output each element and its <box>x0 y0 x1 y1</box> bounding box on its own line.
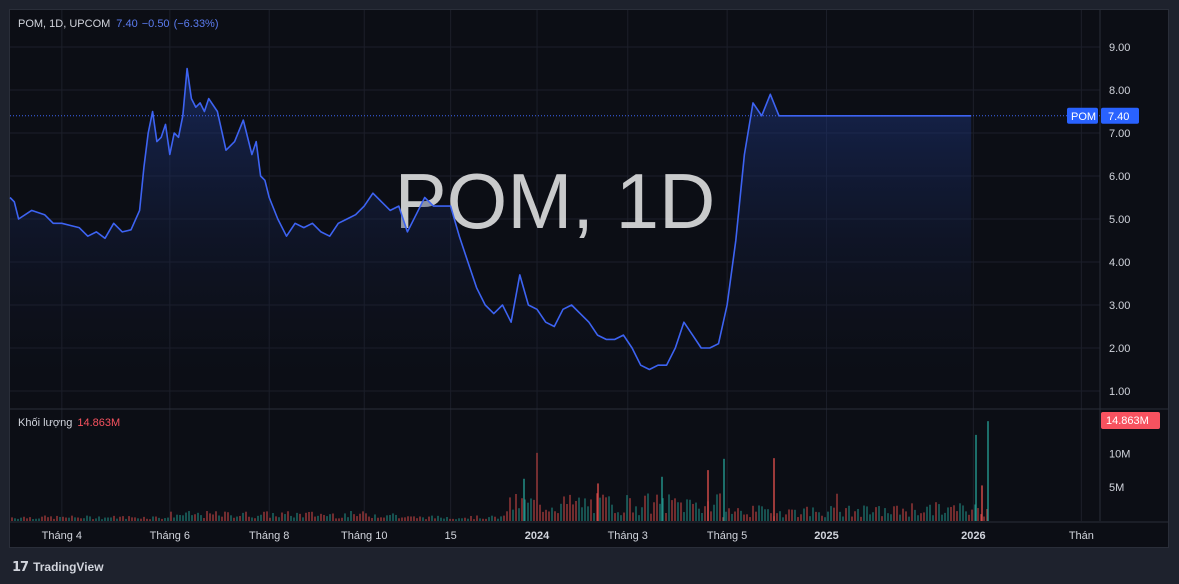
price-tick-label: 4.00 <box>1109 257 1130 269</box>
tradingview-logo-icon: 𝟭𝟳 <box>12 559 29 574</box>
price-area <box>10 68 972 408</box>
symbol-info[interactable]: POM, 1D, UPCOM <box>18 18 111 30</box>
time-tick-label: 15 <box>445 530 457 542</box>
price-tick-label: 8.00 <box>1109 85 1130 97</box>
time-tick-label: Tháng 4 <box>42 530 82 542</box>
volume-legend: Khối lượng 14.863M <box>18 417 120 429</box>
time-tick-label: Tháng 10 <box>341 530 387 542</box>
price-tick-label: 9.00 <box>1109 42 1130 54</box>
price-change: −0.50 <box>141 18 170 30</box>
volume-value: 14.863M <box>77 417 121 429</box>
tradingview-brand[interactable]: 𝟭𝟳 TradingView <box>12 559 104 575</box>
volume-tick-label: 10M <box>1109 449 1130 461</box>
volume-tag <box>1101 412 1160 429</box>
price-line <box>9 67 972 371</box>
time-tick-label: Tháng 5 <box>707 530 747 542</box>
time-tick-label: Tháng 3 <box>608 530 648 542</box>
last-price: 7.40 <box>116 18 138 30</box>
price-tick-label: 7.00 <box>1109 128 1130 140</box>
price-change-pct: (−6.33%) <box>173 18 219 30</box>
price-tag-value: 7.40 <box>1108 111 1129 123</box>
brand-name: TradingView <box>33 560 104 574</box>
time-tick-label: 2025 <box>814 530 838 542</box>
symbol-legend: POM, 1D, UPCOM 7.40 −0.50 (−6.33%) <box>18 18 223 30</box>
symbol-tag <box>1067 107 1098 124</box>
price-tag <box>1101 107 1139 124</box>
price-tick-label: 6.00 <box>1109 171 1130 183</box>
time-tick-label: 2024 <box>525 530 550 542</box>
time-tick-label: Tháng 8 <box>249 530 289 542</box>
time-tick-label: 2026 <box>961 530 985 542</box>
price-tick-label: 5.00 <box>1109 214 1130 226</box>
volume-tick-label: 5M <box>1109 482 1124 494</box>
price-tick-label: 2.00 <box>1109 343 1130 355</box>
price-tick-label: 1.00 <box>1109 386 1130 398</box>
price-tick-label: 3.00 <box>1109 300 1130 312</box>
symbol-tag-label: POM <box>1071 111 1096 123</box>
time-tick-label: Thán <box>1069 530 1094 542</box>
time-tick-label: Tháng 6 <box>150 530 190 542</box>
volume-tag-value: 14.863M <box>1106 415 1149 427</box>
volume-label[interactable]: Khối lượng <box>18 417 73 429</box>
